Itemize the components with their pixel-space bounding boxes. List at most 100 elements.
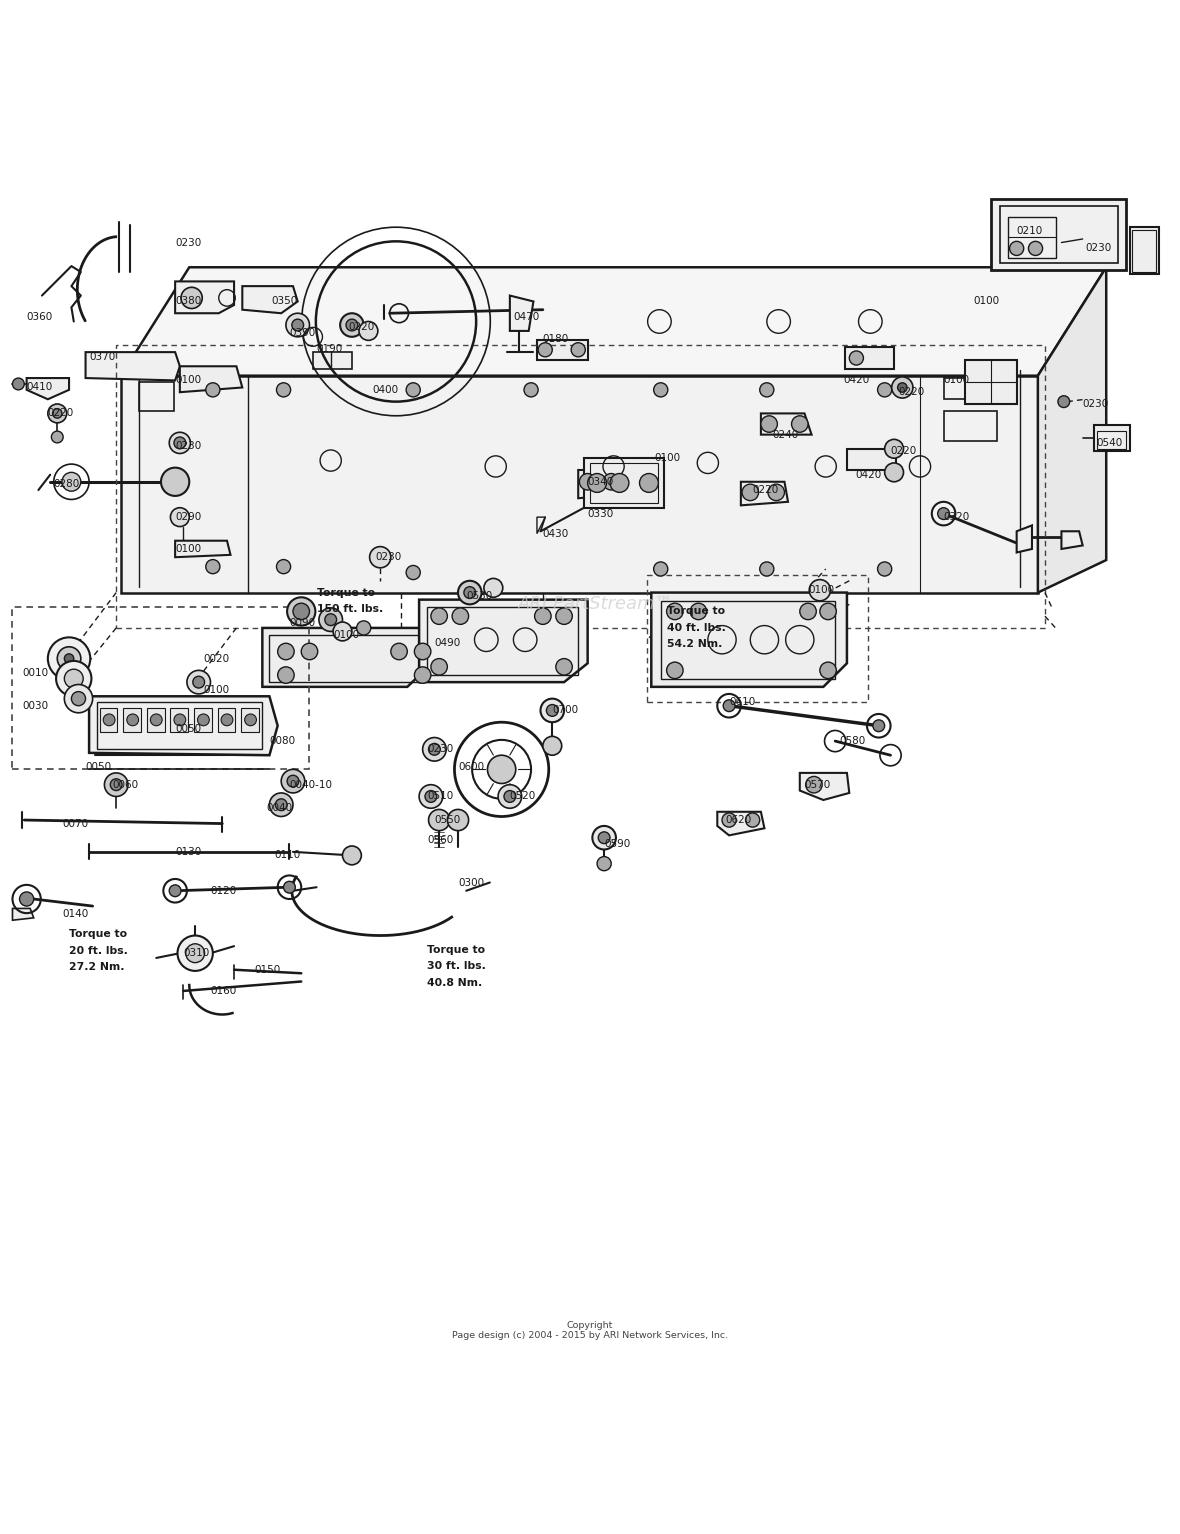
- Circle shape: [878, 384, 892, 397]
- Text: 0030: 0030: [22, 701, 48, 710]
- Text: 0100: 0100: [333, 630, 359, 640]
- Text: 0490: 0490: [434, 638, 460, 649]
- Polygon shape: [90, 696, 277, 755]
- Circle shape: [185, 943, 204, 963]
- Circle shape: [592, 825, 616, 850]
- Circle shape: [898, 384, 907, 393]
- Text: Torque to: Torque to: [667, 606, 725, 617]
- Text: 0530: 0530: [466, 591, 492, 601]
- Circle shape: [419, 785, 442, 808]
- Polygon shape: [717, 811, 765, 836]
- Circle shape: [57, 661, 91, 696]
- Circle shape: [20, 891, 34, 907]
- Circle shape: [281, 770, 304, 793]
- Circle shape: [65, 669, 84, 689]
- Polygon shape: [965, 360, 1017, 403]
- Circle shape: [103, 713, 114, 726]
- Circle shape: [761, 416, 778, 433]
- Bar: [1129, 227, 1159, 275]
- Text: 0080: 0080: [269, 736, 295, 746]
- Text: 0230: 0230: [175, 238, 202, 247]
- Circle shape: [48, 637, 90, 680]
- Text: 40.8 Nm.: 40.8 Nm.: [427, 977, 483, 988]
- Text: 0090: 0090: [289, 618, 315, 629]
- Circle shape: [406, 566, 420, 580]
- Text: 0390: 0390: [289, 328, 316, 339]
- Circle shape: [319, 607, 342, 632]
- Bar: [269, 635, 425, 683]
- Polygon shape: [13, 908, 34, 920]
- Circle shape: [53, 408, 63, 419]
- Circle shape: [1058, 396, 1070, 408]
- Text: 0550: 0550: [434, 815, 460, 825]
- Polygon shape: [651, 592, 847, 687]
- Circle shape: [873, 719, 885, 732]
- Circle shape: [126, 713, 138, 726]
- Circle shape: [287, 775, 299, 787]
- Text: Torque to: Torque to: [427, 945, 485, 954]
- Text: 0100: 0100: [944, 376, 970, 385]
- Text: Copyright
Page design (c) 2004 - 2015 by ARI Network Services, Inc.: Copyright Page design (c) 2004 - 2015 by…: [452, 1321, 728, 1341]
- Text: 0040-10: 0040-10: [289, 779, 333, 790]
- Circle shape: [186, 670, 210, 693]
- Text: 0100: 0100: [203, 686, 230, 695]
- Circle shape: [1010, 241, 1024, 256]
- Text: 0430: 0430: [543, 529, 569, 538]
- Circle shape: [205, 384, 219, 397]
- Circle shape: [464, 586, 476, 598]
- Bar: [944, 411, 997, 440]
- Circle shape: [275, 799, 287, 810]
- Text: 54.2 Nm.: 54.2 Nm.: [667, 640, 722, 649]
- Circle shape: [428, 744, 440, 755]
- Bar: [241, 709, 258, 732]
- Circle shape: [800, 603, 817, 620]
- Text: 0510: 0510: [427, 792, 453, 801]
- Polygon shape: [419, 600, 588, 683]
- Polygon shape: [578, 469, 623, 499]
- Circle shape: [885, 463, 904, 482]
- Polygon shape: [1038, 267, 1106, 592]
- Text: 0470: 0470: [513, 311, 539, 322]
- Circle shape: [287, 597, 315, 626]
- Circle shape: [286, 313, 309, 337]
- Bar: [170, 709, 188, 732]
- Circle shape: [892, 377, 913, 399]
- Text: 0370: 0370: [90, 351, 116, 362]
- Bar: [590, 463, 658, 503]
- Text: 0330: 0330: [588, 509, 614, 518]
- Text: 0310: 0310: [183, 948, 210, 959]
- Circle shape: [524, 384, 538, 397]
- Bar: [1009, 216, 1056, 258]
- Polygon shape: [537, 341, 588, 360]
- Circle shape: [110, 779, 122, 790]
- Text: 0340: 0340: [588, 477, 614, 486]
- Circle shape: [760, 561, 774, 577]
- Circle shape: [342, 845, 361, 865]
- Circle shape: [356, 621, 371, 635]
- Text: 0290: 0290: [175, 512, 202, 522]
- Text: 0230: 0230: [375, 552, 401, 561]
- Circle shape: [431, 658, 447, 675]
- Circle shape: [543, 736, 562, 755]
- Circle shape: [197, 713, 209, 726]
- Bar: [97, 703, 262, 749]
- Text: 0010: 0010: [22, 667, 48, 678]
- Circle shape: [324, 614, 336, 626]
- Text: 0130: 0130: [175, 847, 202, 858]
- Polygon shape: [120, 267, 1106, 376]
- Circle shape: [610, 474, 629, 492]
- Circle shape: [447, 810, 468, 830]
- Circle shape: [414, 667, 431, 683]
- Circle shape: [333, 621, 352, 641]
- Circle shape: [768, 485, 785, 500]
- Text: 40 ft. lbs.: 40 ft. lbs.: [667, 623, 726, 634]
- Circle shape: [277, 643, 294, 660]
- Circle shape: [603, 474, 620, 489]
- Circle shape: [742, 485, 759, 500]
- Polygon shape: [27, 377, 70, 399]
- Circle shape: [104, 773, 127, 796]
- Text: 27.2 Nm.: 27.2 Nm.: [70, 962, 125, 973]
- Text: 0050: 0050: [175, 724, 202, 735]
- Bar: [1132, 230, 1155, 272]
- Circle shape: [588, 474, 607, 492]
